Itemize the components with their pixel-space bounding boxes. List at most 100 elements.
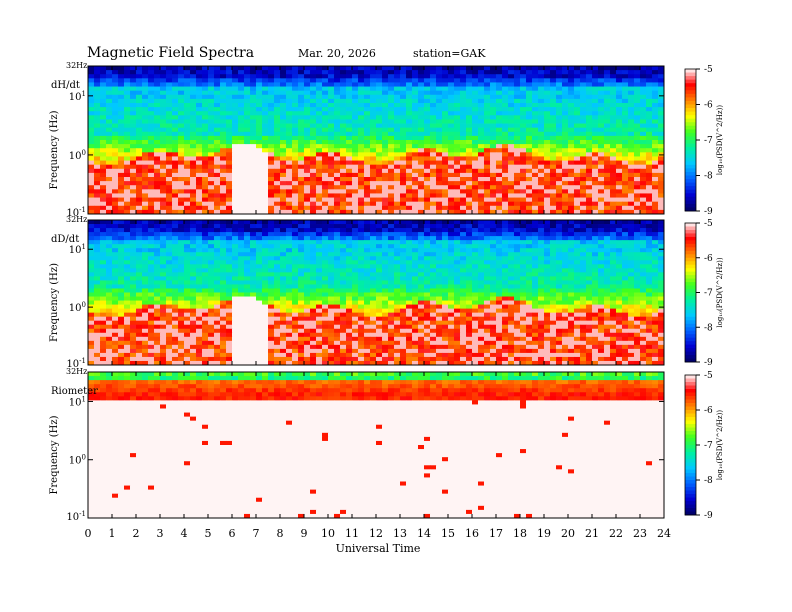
spectrogram-cell xyxy=(88,252,95,257)
spectrogram-cell xyxy=(478,260,485,265)
spectrogram-cell xyxy=(304,185,311,190)
spectrogram-cell xyxy=(436,232,443,237)
spectrogram-cell xyxy=(556,127,563,133)
spectrogram-cell xyxy=(94,224,101,229)
spectrogram-cell xyxy=(328,264,335,269)
spectrogram-cell xyxy=(202,189,209,194)
spectrogram-cell xyxy=(250,131,257,137)
spectrogram-cell xyxy=(280,224,287,229)
spectrogram-cell xyxy=(136,228,143,233)
spectrogram-cell xyxy=(112,264,119,269)
spectrogram-cell xyxy=(214,268,221,273)
spectrogram-cell xyxy=(238,82,245,87)
spectrogram-cell xyxy=(400,107,407,112)
spectrogram-cell xyxy=(238,197,245,203)
spectrogram-cell xyxy=(388,168,395,174)
spectrogram-cell xyxy=(160,168,167,174)
spectrogram-cell xyxy=(538,66,545,71)
spectrogram-cell xyxy=(622,140,629,145)
spectrogram-cell xyxy=(460,164,467,170)
spectrogram-cell xyxy=(196,66,203,71)
spectrogram-cell xyxy=(358,127,365,133)
spectrogram-cell xyxy=(580,148,587,153)
spectrogram-cell xyxy=(580,152,587,157)
spectrogram-cell xyxy=(244,144,251,149)
y-top-label: 32Hz xyxy=(66,61,87,70)
spectrogram-cell xyxy=(340,66,347,71)
spectrogram-cell xyxy=(526,111,533,116)
spectrogram-cell xyxy=(154,160,161,166)
spectrogram-cell xyxy=(484,156,491,161)
spectrogram-cell xyxy=(604,127,611,133)
spectrogram-cell xyxy=(526,168,533,174)
spectrogram-cell xyxy=(124,236,131,241)
spectrogram-cell xyxy=(652,135,659,141)
spectrogram-cell xyxy=(562,111,569,116)
spectrogram-cell xyxy=(406,115,413,120)
spectrogram-cell xyxy=(652,168,659,174)
spectrogram-cell xyxy=(376,82,383,87)
spectrogram-cell xyxy=(202,181,209,186)
spectrogram-cell xyxy=(616,220,623,225)
spectrogram-cell xyxy=(454,98,461,104)
spectrogram-cell xyxy=(250,232,257,237)
spectrogram-cell xyxy=(640,244,647,249)
spectrogram-cell xyxy=(232,256,239,261)
spectrogram-cell xyxy=(544,74,551,79)
spectrogram-cell xyxy=(136,70,143,75)
spectrogram-cell xyxy=(232,260,239,265)
spectrogram-cell xyxy=(610,156,617,161)
spectrogram-cell xyxy=(508,123,515,129)
spectrogram-cell xyxy=(652,103,659,108)
spectrogram-cell xyxy=(274,268,281,273)
spectrogram-cell xyxy=(550,232,557,237)
spectrogram-cell xyxy=(136,205,143,211)
spectrogram-cell xyxy=(496,70,503,75)
colorbar-segment xyxy=(685,207,696,212)
spectrogram-cell xyxy=(466,66,473,71)
spectrogram-cell xyxy=(166,244,173,249)
spectrogram-cell xyxy=(394,185,401,190)
spectrogram-cell xyxy=(352,74,359,79)
spectrogram-cell xyxy=(262,172,269,178)
spectrogram-cell xyxy=(346,127,353,133)
spectrogram-cell xyxy=(88,66,95,71)
spectrogram-cell xyxy=(478,103,485,108)
spectrogram-cell xyxy=(310,252,317,257)
spectrogram-cell xyxy=(628,94,635,100)
spectrogram-cell xyxy=(304,78,311,83)
spectrogram-cell xyxy=(640,268,647,273)
spectrogram-cell xyxy=(556,164,563,170)
spectrogram-cell xyxy=(244,119,251,124)
spectrogram-cell xyxy=(520,172,527,178)
spectrogram-cell xyxy=(94,272,101,277)
spectrogram-cell xyxy=(394,209,401,215)
spectrogram-cell xyxy=(172,197,179,203)
spectrogram-cell xyxy=(268,78,275,83)
spectrogram-cell xyxy=(322,127,329,133)
spectrogram-cell xyxy=(640,148,647,153)
spectrogram-cell xyxy=(226,260,233,265)
spectrogram-cell xyxy=(466,260,473,265)
spectrogram-cell xyxy=(220,189,227,194)
spectrogram-cell xyxy=(364,148,371,153)
spectrogram-cell xyxy=(208,78,215,83)
spectrogram-cell xyxy=(418,205,425,211)
spectrogram-cell xyxy=(496,78,503,83)
spectrogram-cell xyxy=(490,90,497,96)
spectrogram-cell xyxy=(136,201,143,207)
spectrogram-cell xyxy=(424,276,431,281)
spectrogram-cell xyxy=(160,177,167,182)
spectrogram-cell xyxy=(604,244,611,249)
spectrogram-cell xyxy=(184,90,191,96)
spectrogram-cell xyxy=(544,205,551,211)
spectrogram-cell xyxy=(124,276,131,281)
spectrogram-cell xyxy=(286,209,293,215)
spectrogram-cell xyxy=(442,131,449,137)
spectrogram-cell xyxy=(562,115,569,120)
spectrogram-cell xyxy=(166,78,173,83)
spectrogram-cell xyxy=(118,156,125,161)
spectrogram-cell xyxy=(430,78,437,83)
spectrogram-cell xyxy=(202,276,209,281)
spectrogram-cell xyxy=(232,103,239,108)
